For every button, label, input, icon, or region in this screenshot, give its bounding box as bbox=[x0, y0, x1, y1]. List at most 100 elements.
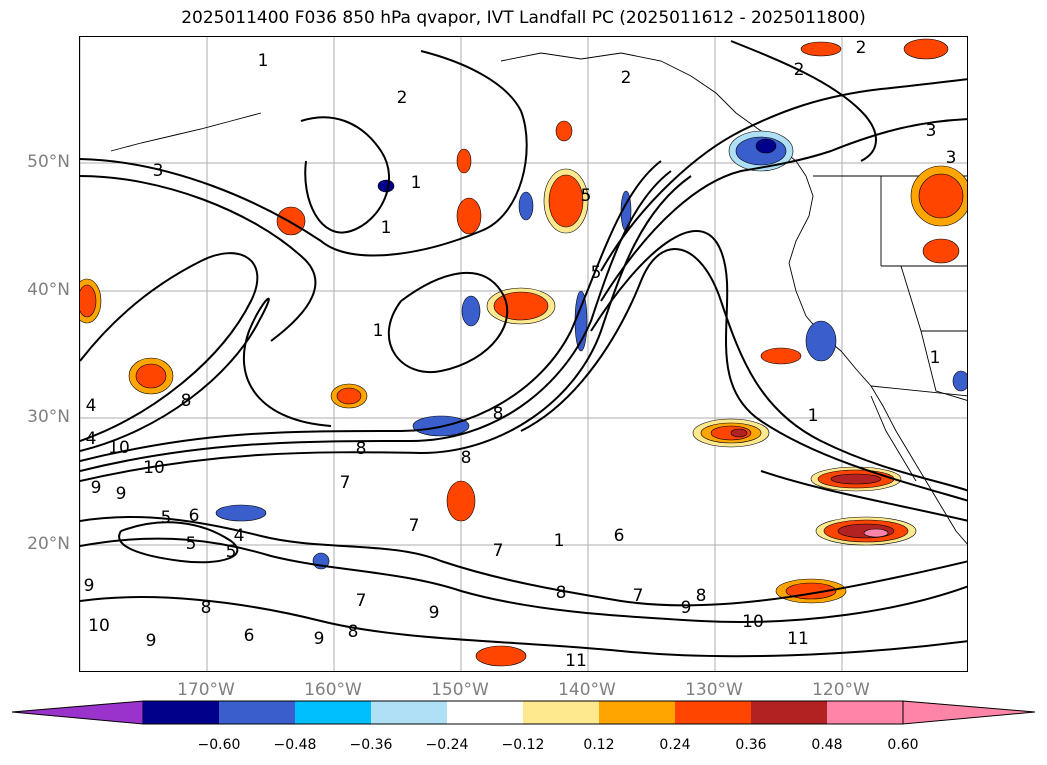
contour-label: 6 bbox=[244, 626, 255, 646]
contour-label: 9 bbox=[116, 484, 127, 504]
colorbar-bin bbox=[827, 701, 903, 724]
coastline-california bbox=[788, 262, 967, 545]
anom-blob bbox=[952, 370, 967, 392]
contour-label: 10 bbox=[143, 458, 165, 478]
contour-line bbox=[730, 40, 877, 162]
contour-label: 5 bbox=[591, 263, 602, 283]
anom-blob bbox=[548, 174, 584, 228]
lon-tick-130w: 130°W bbox=[685, 680, 743, 700]
contour-label: 3 bbox=[946, 148, 957, 168]
shading-layer bbox=[80, 38, 967, 667]
lon-tick-160w: 160°W bbox=[304, 680, 362, 700]
contour-label: 3 bbox=[153, 161, 164, 181]
colorbar-tick-label: 0.12 bbox=[583, 737, 615, 753]
border-mexico bbox=[870, 385, 967, 397]
contour-label: 1 bbox=[373, 321, 384, 341]
anom-blob bbox=[456, 197, 482, 235]
colorbar-tick-label: −0.60 bbox=[197, 737, 241, 753]
anom-blob bbox=[493, 291, 549, 321]
figure-title: 2025011400 F036 850 hPa qvapor, IVT Land… bbox=[181, 8, 866, 28]
anom-blob bbox=[922, 238, 960, 264]
contour-label: 2 bbox=[794, 60, 805, 80]
contour-line bbox=[600, 78, 967, 272]
lon-tick-120w: 120°W bbox=[812, 680, 870, 700]
contour-layer bbox=[80, 40, 967, 658]
contour-label: 11 bbox=[787, 629, 809, 649]
contour-label: 6 bbox=[189, 506, 200, 526]
contour-label: 8 bbox=[201, 598, 212, 618]
anom-blob bbox=[446, 480, 476, 522]
colorbar-bins bbox=[143, 701, 903, 724]
lon-tick-170w: 170°W bbox=[177, 680, 235, 700]
colorbar-bin bbox=[599, 701, 675, 724]
anom-blob bbox=[903, 38, 949, 60]
contour-line bbox=[300, 116, 391, 234]
colorbar-tick-label: 0.36 bbox=[735, 737, 767, 753]
contour-label: 4 bbox=[86, 396, 97, 416]
contour-label: 7 bbox=[493, 541, 504, 561]
colorbar-bin bbox=[675, 701, 751, 724]
contour-line bbox=[80, 160, 662, 462]
anom-blob bbox=[800, 41, 842, 57]
contour-labels: 1 1 1 1 1 1 1 2 2 2 2 3 3 3 4 4 4 5 5 5 … bbox=[84, 38, 957, 671]
colorbar-tick-label: −0.36 bbox=[349, 737, 393, 753]
contour-label: 9 bbox=[681, 598, 692, 618]
contour-label: 2 bbox=[856, 38, 867, 58]
contour-label: 8 bbox=[356, 439, 367, 459]
contour-line bbox=[118, 521, 239, 564]
coastline-aleutians bbox=[110, 112, 262, 152]
contour-line bbox=[80, 175, 692, 482]
anom-blob bbox=[135, 363, 167, 389]
anom-blob bbox=[760, 347, 802, 365]
anom-blob bbox=[918, 173, 964, 219]
contour-label: 8 bbox=[181, 391, 192, 411]
contour-label: 9 bbox=[314, 629, 325, 649]
colorbar-tick-label: −0.48 bbox=[273, 737, 317, 753]
contour-label: 9 bbox=[84, 576, 95, 596]
coastline-bc bbox=[788, 175, 814, 264]
lat-tick-40: 40°N bbox=[27, 280, 70, 300]
anom-blob bbox=[805, 320, 837, 362]
contour-label: 8 bbox=[556, 583, 567, 603]
colorbar-bin bbox=[219, 701, 295, 724]
contour-line bbox=[760, 470, 967, 522]
anom-blob bbox=[80, 284, 97, 318]
contour-line bbox=[80, 50, 528, 257]
map-panel: 1 1 1 1 1 1 1 2 2 2 2 3 3 3 4 4 4 5 5 5 … bbox=[79, 36, 968, 672]
contour-label: 8 bbox=[348, 622, 359, 642]
contour-line bbox=[80, 252, 259, 442]
contour-label: 7 bbox=[409, 516, 420, 536]
contour-label: 3 bbox=[926, 121, 937, 141]
contour-label: 9 bbox=[146, 631, 157, 651]
contour-label: 1 bbox=[381, 218, 392, 238]
contour-line bbox=[387, 271, 509, 374]
contour-label: 6 bbox=[614, 526, 625, 546]
contour-line bbox=[80, 537, 967, 623]
contour-line bbox=[80, 515, 967, 607]
contour-label: 5 bbox=[226, 542, 237, 562]
colorbar-tick-label: −0.12 bbox=[501, 737, 545, 753]
anom-blob bbox=[475, 645, 527, 667]
contour-label: 8 bbox=[493, 404, 504, 424]
border-states bbox=[880, 176, 967, 401]
contour-label: 1 bbox=[930, 348, 941, 368]
contour-line bbox=[520, 248, 967, 492]
lat-tick-50: 50°N bbox=[27, 152, 70, 172]
gridlines bbox=[80, 37, 967, 671]
colorbar bbox=[11, 700, 1036, 725]
colorbar-bin bbox=[143, 701, 219, 724]
lat-tick-30: 30°N bbox=[27, 407, 70, 427]
contour-label: 8 bbox=[461, 448, 472, 468]
anom-blob bbox=[276, 206, 306, 236]
anom-blob bbox=[336, 387, 362, 405]
contour-label: 7 bbox=[340, 473, 351, 493]
colorbar-tick-label: −0.24 bbox=[425, 737, 469, 753]
anom-blob bbox=[730, 428, 748, 438]
anom-blob bbox=[377, 179, 395, 193]
coastline-baja bbox=[870, 395, 917, 482]
colorbar-bin bbox=[751, 701, 827, 724]
contour-label: 10 bbox=[88, 616, 110, 636]
contour-label: 7 bbox=[633, 586, 644, 606]
lon-tick-150w: 150°W bbox=[431, 680, 489, 700]
colorbar-extend-low bbox=[11, 700, 144, 725]
